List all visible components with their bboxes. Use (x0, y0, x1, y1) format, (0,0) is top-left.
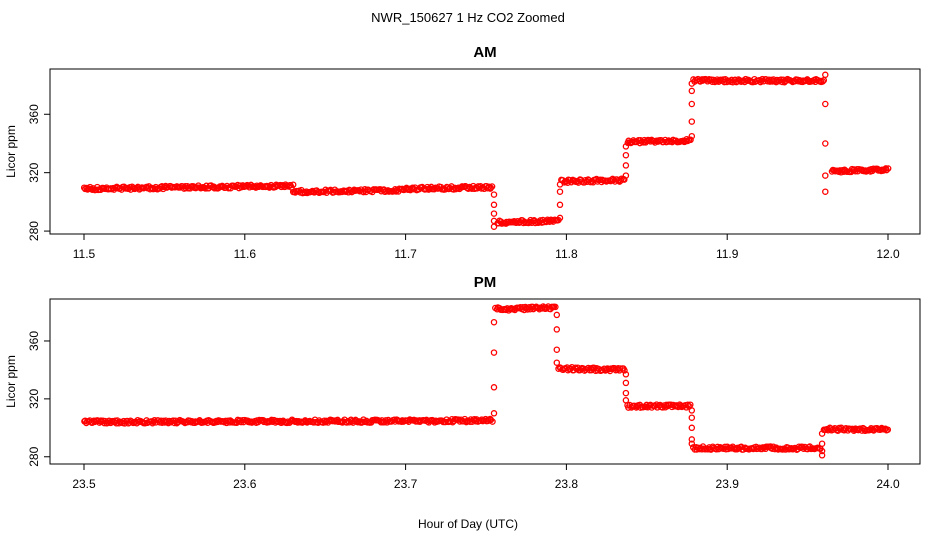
data-point (622, 379, 630, 387)
x-tick-label: 23.7 (394, 477, 418, 491)
x-tick-label: 11.7 (394, 247, 417, 261)
data-point (819, 78, 826, 85)
data-point (688, 424, 696, 432)
data-point (490, 191, 498, 198)
data-point (818, 452, 826, 459)
data-point (490, 349, 498, 356)
data-point (490, 410, 498, 417)
data-point (556, 181, 564, 188)
data-point (490, 318, 498, 326)
data-point (289, 181, 297, 188)
x-tick-label: 11.5 (73, 247, 96, 261)
data-point (688, 436, 696, 443)
data-point (884, 426, 892, 433)
chart-panels: AM Licor ppm 11.5 11.6 11.7 11.8 11.9 12.0 280 32… (4, 44, 921, 491)
data-point (553, 326, 561, 333)
y-axis-label: Licor ppm (4, 355, 18, 408)
data-point (622, 371, 630, 378)
data-point (688, 80, 696, 87)
x-tick-label: 23.6 (233, 477, 257, 491)
data-point (688, 440, 696, 447)
data-point (822, 172, 829, 179)
data-point (622, 389, 630, 397)
data-point (622, 162, 630, 169)
x-tick-label: 24.0 (876, 477, 900, 491)
y-tick-label: 320 (27, 162, 41, 182)
x-tick-label: 23.9 (716, 477, 740, 491)
data-point (165, 417, 173, 425)
plot-frame (49, 298, 921, 465)
y-tick-label: 360 (27, 331, 41, 351)
data-point (283, 419, 291, 427)
x-tick-label: 12.0 (876, 247, 900, 261)
data-point (621, 367, 628, 374)
data-point (688, 87, 696, 95)
data-point (512, 219, 520, 227)
y-tick-label: 360 (27, 104, 41, 124)
data-point (490, 201, 498, 209)
data-point (490, 384, 498, 391)
data-point (687, 136, 694, 144)
data-point (884, 165, 892, 172)
data-point (822, 100, 829, 108)
data-point (488, 183, 496, 190)
data-point (688, 414, 696, 421)
x-tick-label: 23.5 (72, 477, 96, 491)
y-tick-label: 320 (27, 389, 41, 409)
data-point (688, 132, 696, 140)
data-point (553, 359, 561, 366)
data-point (301, 189, 309, 197)
y-tick-label: 280 (27, 221, 41, 241)
x-axis-label: Hour of Day (UTC) (418, 517, 518, 531)
panel-am: AM Licor ppm 11.5 11.6 11.7 11.8 11.9 12.0 280 32… (4, 44, 921, 261)
data-point (532, 219, 539, 227)
data-point (89, 186, 96, 193)
data-point (487, 184, 495, 192)
x-tick-label: 11.8 (555, 247, 578, 261)
x-tick-label: 11.9 (716, 247, 739, 261)
data-point (622, 143, 630, 150)
data-point (490, 210, 498, 217)
data-point (622, 172, 630, 179)
data-point (687, 401, 694, 408)
data-point (556, 188, 564, 195)
data-points (80, 71, 892, 230)
data-point (688, 118, 696, 125)
data-point (556, 214, 564, 222)
data-point (553, 346, 561, 353)
data-point (818, 447, 826, 455)
data-point (489, 418, 496, 425)
data-point (883, 166, 890, 174)
x-tick-label: 11.6 (234, 247, 257, 261)
y-axis-label: Licor ppm (4, 125, 18, 178)
data-point (822, 188, 829, 195)
data-point (822, 71, 829, 79)
data-point (684, 401, 692, 409)
x-tick-label: 23.8 (555, 477, 579, 491)
data-point (773, 76, 781, 84)
panel-title: AM (473, 44, 496, 61)
panel-pm: PM Licor ppm 23.5 23.6 23.7 23.8 23.9 24.0 280 32… (4, 274, 921, 491)
chart-title: NWR_150627 1 Hz CO2 Zoomed (371, 10, 565, 25)
data-point (552, 303, 559, 311)
data-points (81, 303, 892, 459)
data-point (818, 440, 826, 447)
y-tick-label: 280 (27, 446, 41, 466)
data-point (622, 397, 630, 404)
data-point (553, 311, 561, 319)
plot-frame (49, 68, 921, 235)
data-point (490, 223, 498, 230)
data-point (680, 137, 687, 145)
data-point (818, 430, 826, 437)
data-point (688, 100, 696, 108)
data-point (822, 140, 829, 147)
data-point (487, 416, 495, 424)
data-point (622, 151, 630, 159)
data-point (556, 201, 564, 209)
data-point (688, 407, 696, 414)
panel-title: PM (474, 274, 497, 291)
